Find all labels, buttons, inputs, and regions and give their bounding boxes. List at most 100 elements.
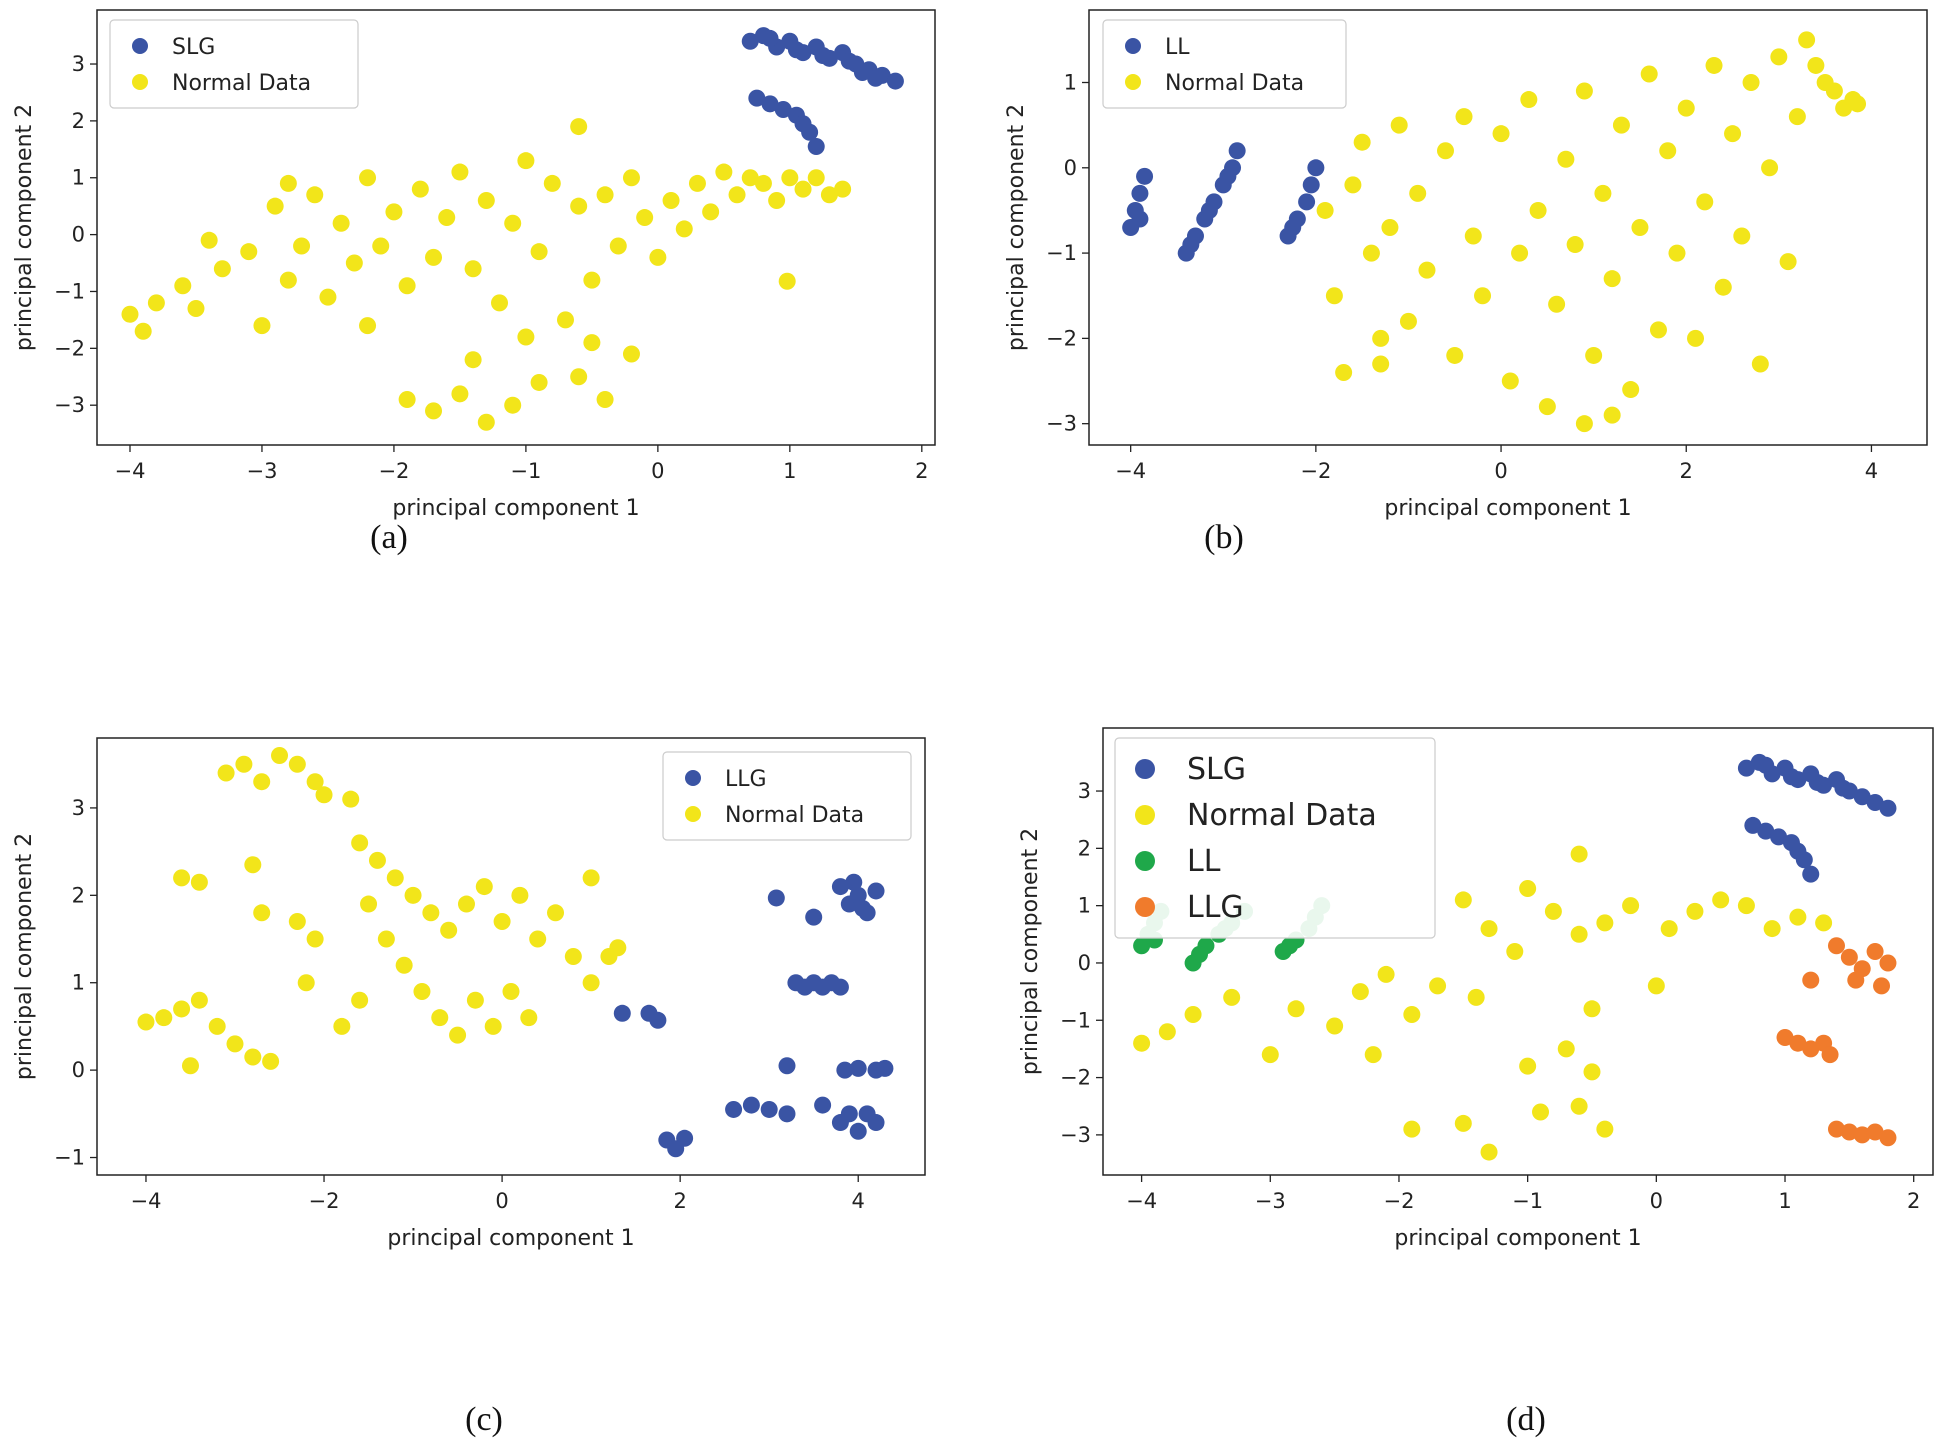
data-point [451,385,469,403]
data-point [1228,142,1246,160]
data-point [867,69,885,87]
data-point [1532,1103,1550,1121]
data-point [440,921,458,939]
data-point [413,982,431,1000]
legend-label: Normal Data [172,71,311,96]
data-point [504,214,522,232]
data-point [609,237,627,255]
legend-marker [1135,897,1155,917]
data-point [854,899,872,917]
chart-d: −4 −3 −2 −1 0 1 2 −3 −2 −1 0 1 2 3 principal component… [1018,727,1934,1251]
data-point [805,908,823,926]
data-point [675,220,693,238]
data-point [491,294,509,312]
data-point [1544,902,1562,920]
plot-frame [96,9,936,446]
data-point [1335,364,1353,381]
data-point [1316,201,1334,219]
data-point [556,311,574,329]
data-point [1631,219,1649,236]
x-tick-label: −1 [1512,1189,1543,1213]
data-point [1353,133,1371,151]
legend-box [1114,737,1436,939]
legend-label: LLG [1187,890,1244,925]
data-point [1596,1120,1614,1138]
data-point [1879,1129,1897,1147]
data-point [240,243,258,261]
data-point [1307,159,1325,177]
data-point [173,869,191,887]
x-tick-label: −2 [378,459,409,483]
data-point [849,886,867,904]
data-point [377,930,395,948]
data-point [1873,977,1891,995]
data-point [596,391,614,409]
x-axis-label: principal component 1 [1394,1226,1641,1251]
data-point [342,790,360,808]
data-point [530,373,548,391]
data-point [1742,74,1760,91]
data-point [449,1026,467,1044]
data-point [244,1048,262,1066]
data-point [213,260,231,278]
caption-b: (b) [1204,519,1244,556]
data-point [466,991,484,1009]
data-point [181,1057,199,1075]
data-point [404,886,422,904]
data-point [867,1114,885,1132]
data-point [502,982,520,1000]
data-point [778,1057,796,1075]
data-point [836,1061,854,1079]
data-point [1757,756,1775,774]
data-point [1847,971,1865,989]
data-point [1782,768,1800,786]
data-point [235,755,253,773]
data-point [547,904,565,922]
series-normal-data [137,746,627,1075]
data-point [1686,902,1704,920]
data-point [493,913,511,931]
data-point [1344,176,1362,194]
y-axis-label: principal component 2 [12,833,37,1080]
y-tick-label: −2 [1046,326,1077,350]
series-normal-data [121,118,852,431]
data-point [1763,920,1781,938]
data-point [761,95,779,113]
data-point [1677,99,1695,117]
data-point [200,231,218,249]
data-point [1223,988,1241,1006]
data-point [288,913,306,931]
data-point [438,209,456,227]
caption-c: (c) [465,1401,503,1438]
x-tick-label: 2 [915,459,928,483]
data-point [1744,816,1762,834]
legend-box [109,19,359,109]
data-point [1519,879,1537,897]
series-slg [741,27,904,155]
data-point [1583,1063,1601,1081]
data-point [801,123,819,141]
x-tick-label: 0 [495,1189,508,1213]
legend-marker [1135,759,1155,779]
data-point [457,895,475,913]
data-point [464,260,482,278]
data-point [253,904,271,922]
data-point [279,271,297,289]
data-point [649,1011,667,1029]
data-point [613,1004,631,1022]
data-point [767,889,785,907]
data-point [1436,142,1454,160]
data-point [425,248,443,266]
y-axis-label: principal component 2 [1018,828,1043,1075]
data-point [398,391,416,409]
data-point [1351,983,1369,1001]
data-point [1511,244,1529,262]
data-point [315,786,333,804]
data-point [715,163,733,181]
data-point [1575,415,1593,433]
data-point [155,1009,173,1027]
data-point [1390,116,1408,134]
data-point [1480,920,1498,938]
y-tick-label: −2 [54,336,85,360]
data-point [351,991,369,1009]
